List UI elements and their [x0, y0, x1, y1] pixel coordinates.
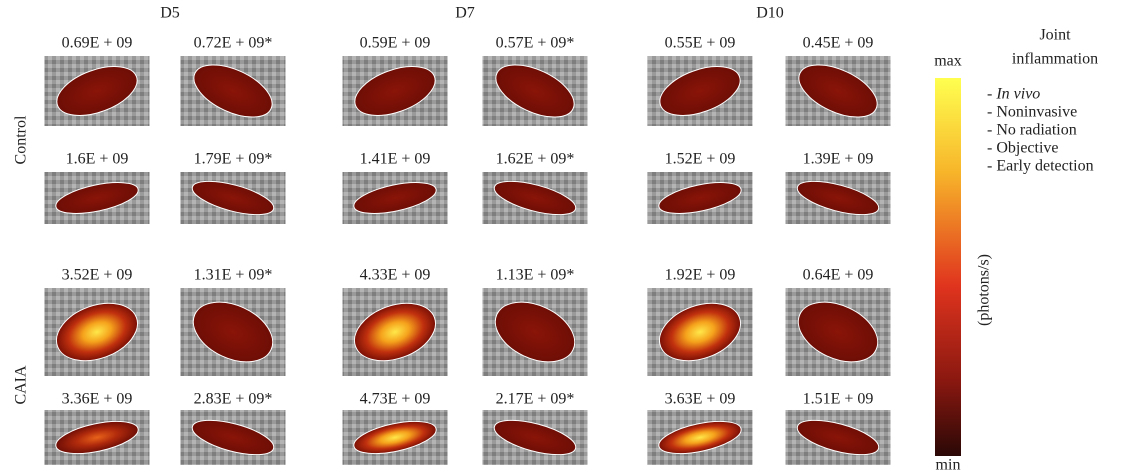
colorbar-max: max	[934, 53, 962, 70]
figure: D5 D7 D10 Control 0.69E + 09 0.72E + 09* 0.59E…	[0, 0, 1132, 473]
intensity-label: 1.92E + 09	[665, 267, 736, 284]
intensity-label: 1.6E + 09	[66, 151, 129, 168]
row-label: Control	[13, 115, 30, 164]
legend-item: - In vivo	[987, 86, 1040, 103]
intensity-label: 4.33E + 09	[360, 267, 431, 284]
column-header: D5	[160, 5, 180, 22]
intensity-label: 1.79E + 09*	[194, 151, 273, 168]
intensity-label: 0.59E + 09	[360, 35, 431, 52]
legend-item: - Early detection	[987, 158, 1094, 175]
intensity-label: 3.63E + 09	[665, 391, 736, 408]
column-header: D10	[756, 5, 784, 22]
legend-item: - No radiation	[987, 122, 1077, 139]
intensity-label: 1.31E + 09*	[194, 267, 273, 284]
intensity-label: 1.62E + 09*	[496, 151, 575, 168]
intensity-label: 1.52E + 09	[665, 151, 736, 168]
colorbar-unit: (photons/s)	[976, 254, 993, 326]
intensity-label: 3.36E + 09	[62, 391, 133, 408]
intensity-label: 1.41E + 09	[360, 151, 431, 168]
legend-title: Joint	[1039, 27, 1071, 44]
intensity-label: 3.52E + 09	[62, 267, 133, 284]
row-label: CAIA	[13, 365, 30, 405]
intensity-label: 0.72E + 09*	[194, 35, 273, 52]
intensity-label: 0.45E + 09	[803, 35, 874, 52]
legend-item: - Objective	[987, 140, 1059, 157]
legend-title: inflammation	[1012, 51, 1098, 68]
intensity-label: 0.55E + 09	[665, 35, 736, 52]
column-header: D7	[455, 5, 475, 22]
intensity-label: 0.64E + 09	[803, 267, 874, 284]
intensity-label: 0.57E + 09*	[496, 35, 575, 52]
legend-item: - Noninvasive	[987, 104, 1077, 121]
intensity-label: 4.73E + 09	[360, 391, 431, 408]
colorbar-min: min	[936, 457, 961, 473]
intensity-label: 1.51E + 09	[803, 391, 874, 408]
intensity-label: 0.69E + 09	[62, 35, 133, 52]
intensity-label: 1.39E + 09	[803, 151, 874, 168]
colorbar	[935, 78, 961, 456]
intensity-label: 2.83E + 09*	[194, 391, 273, 408]
intensity-label: 2.17E + 09*	[496, 391, 575, 408]
intensity-label: 1.13E + 09*	[496, 267, 575, 284]
